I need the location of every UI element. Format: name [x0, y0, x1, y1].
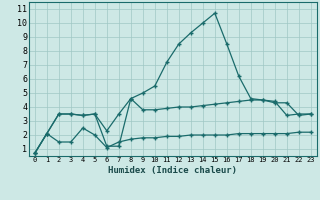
- X-axis label: Humidex (Indice chaleur): Humidex (Indice chaleur): [108, 166, 237, 175]
